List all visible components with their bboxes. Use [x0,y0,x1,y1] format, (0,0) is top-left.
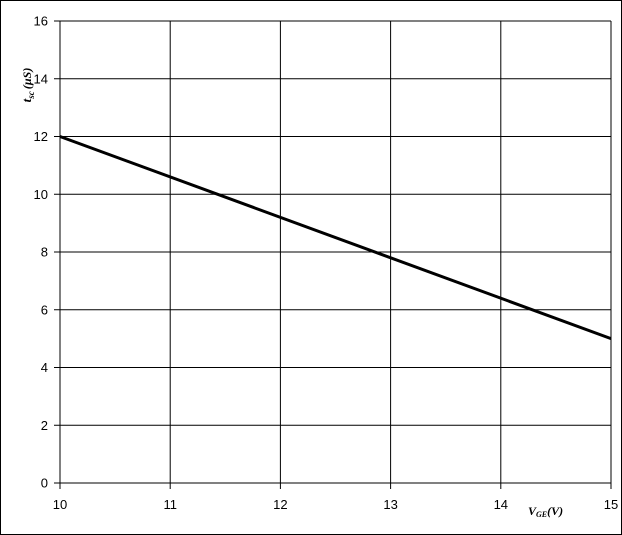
x-axis-title-main: V [528,504,537,518]
y-tick-label: 6 [41,302,48,317]
x-tick-label: 14 [494,497,508,512]
y-tick-label: 10 [34,187,48,202]
x-tick-label: 12 [273,497,287,512]
x-axis-ticks: 10 11 12 13 14 15 [53,483,618,512]
y-axis-title-main: t [19,98,34,102]
series-layer [59,135,612,341]
x-tick-label: 13 [383,497,397,512]
y-axis-title-sub: sc [26,91,36,100]
y-tick-label: 4 [41,360,48,375]
y-axis-title-unit: (µS) [20,68,34,90]
grid [59,20,612,484]
y-axis-title: tsc(µS) [19,68,36,103]
x-tick-label: 15 [604,497,618,512]
y-tick-label: 0 [41,476,48,491]
y-tick-label: 2 [41,418,48,433]
x-tick-label: 10 [53,497,67,512]
x-axis-title: VGE(V) [528,504,563,519]
y-axis-ticks: 0 2 4 6 8 10 12 14 16 [34,14,60,491]
x-tick-label: 11 [163,497,177,512]
x-axis-title-sub: GE [536,510,547,519]
y-tick-label: 8 [41,245,48,260]
y-tick-label: 14 [34,71,48,86]
y-tick-label: 12 [34,129,48,144]
series-line-0 [59,135,612,341]
x-axis-title-unit: (V) [547,504,563,518]
y-tick-label: 16 [34,14,48,29]
